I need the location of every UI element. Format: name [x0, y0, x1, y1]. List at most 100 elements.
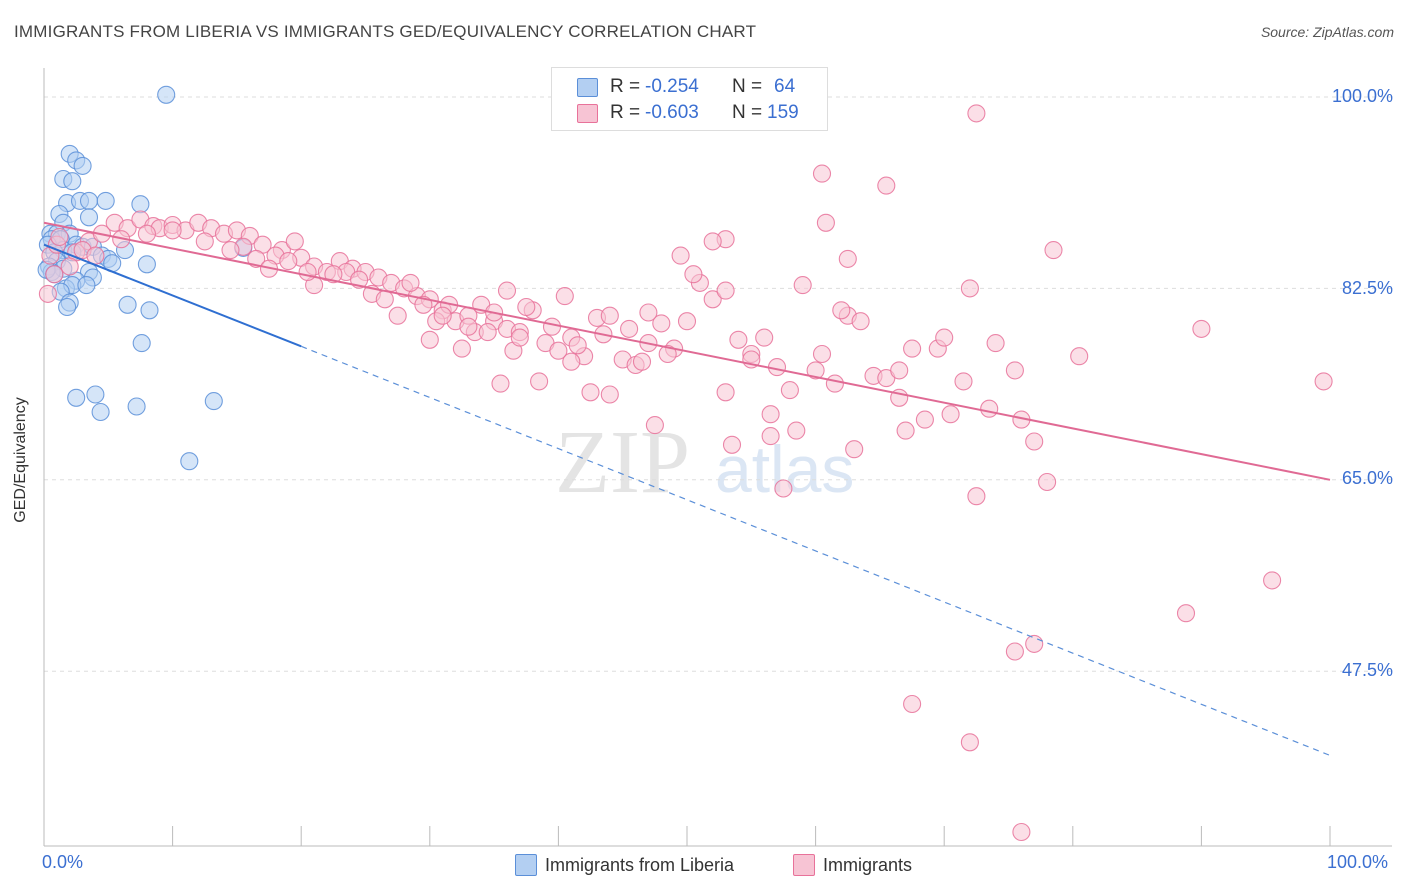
legend-n-label: N =: [732, 102, 763, 123]
point-immigrants: [163, 221, 182, 240]
point-liberia: [180, 452, 199, 471]
x-tick-label-min: 0.0%: [42, 852, 84, 872]
point-immigrants: [401, 273, 420, 292]
point-immigrants: [600, 385, 619, 404]
y-tick-label-100: 100.0%: [1331, 86, 1393, 106]
legend-r-value: -0.254: [645, 76, 699, 97]
point-immigrants: [555, 287, 574, 306]
point-liberia: [137, 255, 156, 274]
point-immigrants: [639, 303, 658, 322]
legend-r-label: R =: [610, 76, 641, 97]
point-immigrants: [549, 341, 568, 360]
points-layer: [37, 85, 1333, 842]
point-liberia: [204, 392, 223, 411]
point-immigrants: [221, 241, 240, 260]
point-liberia: [79, 208, 99, 227]
legend-label-immigrants: Immigrants: [823, 855, 913, 875]
point-immigrants: [1012, 822, 1031, 842]
point-immigrants: [954, 372, 973, 391]
trend-layer: [43, 221, 1331, 756]
trendline-liberia: [43, 243, 302, 348]
point-liberia: [79, 191, 99, 210]
y-tick-label-65: 65.0%: [1341, 468, 1393, 488]
point-immigrants: [812, 164, 832, 183]
point-immigrants: [845, 440, 864, 459]
point-immigrants: [774, 479, 793, 498]
point-immigrants: [960, 733, 979, 752]
trendline-liberia-extension: [300, 345, 1331, 756]
point-immigrants: [568, 336, 587, 355]
legend-r-label: R =: [610, 102, 641, 123]
point-immigrants: [1005, 642, 1024, 661]
legend-swatch-blue: [577, 78, 598, 97]
point-immigrants: [703, 232, 722, 251]
point-liberia: [127, 397, 146, 416]
point-immigrants: [761, 405, 780, 424]
point-immigrants: [816, 213, 835, 232]
point-immigrants: [832, 301, 851, 320]
point-immigrants: [452, 339, 471, 358]
legend-swatch-pink: [793, 854, 815, 876]
point-immigrants: [729, 330, 748, 349]
point-immigrants: [967, 104, 986, 123]
point-immigrants: [600, 306, 619, 325]
source-label: Source: ZipAtlas.com: [1260, 24, 1394, 40]
point-immigrants: [787, 421, 806, 440]
point-immigrants: [716, 281, 735, 300]
point-immigrants: [793, 276, 812, 295]
point-immigrants: [478, 323, 497, 342]
point-immigrants: [1025, 634, 1044, 653]
point-immigrants: [755, 328, 774, 347]
point-immigrants: [941, 405, 960, 424]
point-immigrants: [903, 339, 922, 358]
point-liberia: [58, 297, 77, 317]
point-immigrants: [684, 265, 703, 284]
point-immigrants: [620, 319, 639, 338]
correlation-legend: R = -0.254 N = 64 R = -0.603 N = 159: [551, 67, 828, 131]
point-immigrants: [915, 410, 934, 429]
point-immigrants: [581, 383, 600, 402]
point-immigrants: [1192, 319, 1211, 338]
point-immigrants: [497, 281, 517, 300]
point-immigrants: [896, 421, 915, 440]
point-liberia: [118, 295, 137, 314]
point-immigrants: [324, 265, 343, 284]
point-immigrants: [517, 297, 536, 317]
point-immigrants: [1314, 372, 1333, 391]
point-immigrants: [279, 252, 298, 271]
point-immigrants: [632, 352, 652, 371]
point-immigrants: [247, 249, 266, 268]
point-immigrants: [388, 306, 407, 325]
point-immigrants: [491, 374, 510, 393]
legend-n-value: 64: [774, 76, 796, 97]
point-immigrants: [1070, 347, 1089, 366]
point-immigrants: [50, 227, 69, 247]
point-liberia: [157, 85, 176, 104]
point-immigrants: [851, 312, 870, 331]
point-immigrants: [967, 487, 986, 506]
point-immigrants: [137, 224, 156, 243]
point-immigrants: [542, 317, 562, 336]
point-immigrants: [1176, 604, 1196, 623]
grid-layer: [44, 96, 1392, 672]
point-immigrants: [980, 399, 999, 418]
axis-layer: [43, 68, 1392, 847]
point-liberia: [63, 172, 82, 191]
point-immigrants: [1025, 432, 1044, 451]
point-immigrants: [433, 306, 452, 325]
legend-n-label: N =: [732, 76, 763, 97]
point-immigrants: [562, 352, 581, 371]
point-immigrants: [716, 383, 735, 402]
point-immigrants: [298, 262, 317, 282]
legend-n-value: 159: [767, 102, 799, 123]
point-immigrants: [645, 416, 664, 435]
point-immigrants: [838, 249, 857, 268]
point-liberia: [131, 195, 150, 214]
point-immigrants: [285, 232, 304, 251]
point-immigrants: [510, 328, 529, 347]
trendline-immigrants: [43, 221, 1331, 481]
point-liberia: [67, 388, 86, 407]
point-liberia: [86, 385, 105, 404]
point-immigrants: [890, 361, 909, 380]
